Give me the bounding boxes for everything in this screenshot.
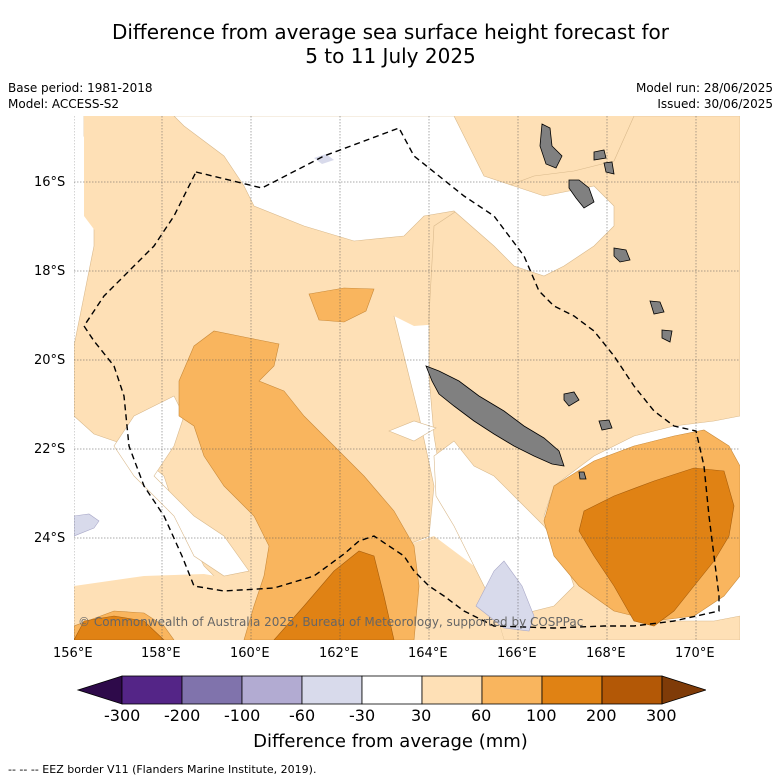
lon-label-168e: 168°E <box>586 646 626 661</box>
contour-60-100-blob <box>308 287 375 323</box>
base-period: Base period: 1981-2018 <box>8 81 153 95</box>
landmasses <box>425 123 673 480</box>
colorbar <box>76 675 706 705</box>
contour-100-200-east <box>578 467 735 627</box>
model-run: Model run: 28/06/2025 <box>635 81 773 95</box>
model-name: Model: ACCESS-S2 <box>8 97 120 111</box>
vanuatu-tanna <box>661 329 673 343</box>
lat-label-16s: 16°S <box>34 175 66 190</box>
map-title-line1: Difference from average sea surface heig… <box>111 20 670 44</box>
vanuatu-malekula <box>568 179 595 209</box>
colorbar-swatch <box>601 675 663 705</box>
vanuatu-erromango <box>649 300 665 315</box>
lon-label-170e: 170°E <box>675 646 715 661</box>
eez-border-legend: -- -- -- EEZ border V11 (Flanders Marine… <box>8 763 317 776</box>
meta-right: Model run: 28/06/2025 Issued: 30/06/2025 <box>636 80 773 112</box>
colorbar-extend-low <box>76 675 123 705</box>
colorbar-swatch <box>301 675 363 705</box>
issued-date: Issued: 30/06/2025 <box>657 97 773 111</box>
loyalty-islands-2 <box>598 419 613 431</box>
lon-label-166e: 166°E <box>497 646 537 661</box>
lon-label-164e: 164°E <box>408 646 448 661</box>
contour-100-200-sw <box>74 615 165 640</box>
loyalty-islands-1 <box>563 391 580 407</box>
vanuatu-small-2 <box>603 161 615 175</box>
colorbar-tick-30: 30 <box>411 706 432 725</box>
colorbar-extend-high <box>661 675 706 705</box>
lat-label-20s: 20°S <box>34 353 66 368</box>
colorbar-swatch <box>481 675 543 705</box>
contour-neg60-neg30-north <box>314 154 334 164</box>
colorbar-swatch <box>541 675 603 705</box>
colorbar-swatch <box>181 675 243 705</box>
near-average-south <box>433 440 575 617</box>
new-caledonia <box>425 365 565 467</box>
colorbar-swatch <box>121 675 183 705</box>
colorbar-swatch <box>361 675 423 705</box>
sea-surface-height-map <box>74 116 740 640</box>
colorbar-tick-200: 200 <box>586 706 617 725</box>
lat-label-22s: 22°S <box>34 442 66 457</box>
contour-neg60-neg30-west <box>74 513 100 537</box>
colorbar-tick-neg30: -30 <box>349 706 376 725</box>
vanuatu-efate <box>613 247 631 263</box>
near-average-north <box>173 116 615 277</box>
lat-label-18s: 18°S <box>34 264 66 279</box>
lat-label-24s: 24°S <box>34 531 66 546</box>
vanuatu-small-1 <box>593 149 607 161</box>
island-south-small <box>578 471 587 480</box>
contour-100-200-south <box>273 550 395 640</box>
meta-left: Base period: 1981-2018 Model: ACCESS-S2 <box>8 80 153 112</box>
colorbar-swatch <box>241 675 303 705</box>
lon-label-160e: 160°E <box>230 646 270 661</box>
colorbar-swatch <box>421 675 483 705</box>
near-average-center <box>388 420 437 442</box>
lon-label-162e: 162°E <box>319 646 359 661</box>
vanuatu-espiritu-santo <box>539 123 563 169</box>
copyright-notice: © Commonwealth of Australia 2025, Bureau… <box>78 615 584 629</box>
lon-label-156e: 156°E <box>53 646 93 661</box>
colorbar-tick-neg300: -300 <box>104 706 141 725</box>
colorbar-title: Difference from average (mm) <box>253 731 528 752</box>
colorbar-tick-neg200: -200 <box>164 706 201 725</box>
colorbar-tick-300: 300 <box>646 706 677 725</box>
colorbar-tick-neg100: -100 <box>224 706 261 725</box>
graticule <box>74 116 740 640</box>
map-title-line2: 5 to 11 July 2025 <box>305 44 476 68</box>
colorbar-tick-100: 100 <box>526 706 557 725</box>
colorbar-swatches <box>76 675 706 705</box>
lon-label-158e: 158°E <box>141 646 181 661</box>
eez-border <box>83 127 720 629</box>
contour-neg60-neg30-se <box>475 560 535 632</box>
colorbar-tick-60: 60 <box>471 706 492 725</box>
colorbar-tick-neg60: -60 <box>289 706 316 725</box>
